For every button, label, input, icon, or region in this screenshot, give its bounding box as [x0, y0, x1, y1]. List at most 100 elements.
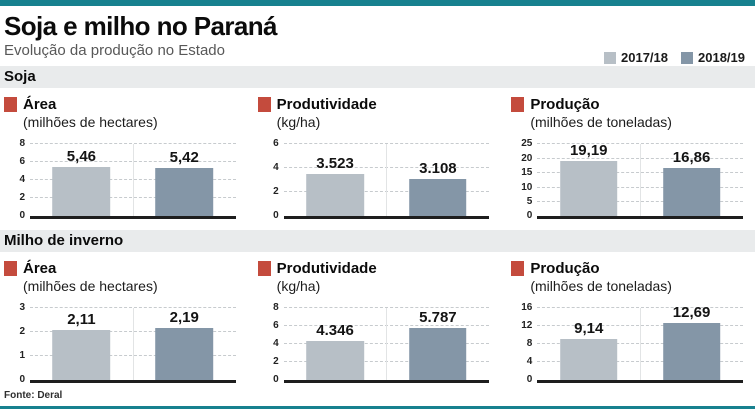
gridline: [537, 143, 743, 145]
bar-cell-2017/18: 9,14: [537, 308, 640, 381]
red-square-icon: [257, 260, 271, 276]
value-label: 2,19: [169, 308, 199, 326]
page-subtitle: Evolução da produção no Estado: [4, 42, 225, 60]
value-label: 4.346: [316, 322, 354, 340]
category-divider: [386, 144, 388, 217]
y-axis: 0 2 4 6: [258, 139, 284, 221]
bar-soja-producao-2017/18: [559, 161, 618, 217]
y-tick-label: 4: [19, 174, 25, 186]
legend-item-2017-18: 2017/18: [604, 50, 668, 65]
gridline: [30, 307, 236, 309]
plot-area: 19,19 16,86: [537, 142, 743, 220]
value-label: 3.108: [419, 160, 457, 178]
section-header-soja: Soja: [0, 66, 755, 89]
y-tick-label: 4: [273, 338, 279, 350]
bar-cell-2018/19: 12,69: [640, 305, 743, 381]
y-tick-label: 0: [19, 210, 25, 222]
bar-milho-area-2017/18: [52, 329, 111, 381]
category-divider: [640, 144, 642, 217]
value-label: 3.523: [316, 155, 354, 173]
chart-unit: (kg/ha): [276, 114, 321, 131]
bar-soja-area-2018/19: [155, 167, 214, 217]
gridline: [283, 143, 490, 145]
value-label: 16,86: [672, 148, 711, 166]
y-tick-label: 20: [521, 152, 533, 164]
chart-header: Produção: [511, 259, 743, 277]
chart-title: Área: [23, 95, 57, 113]
y-axis: 0 5 10 15 20 25: [511, 139, 537, 221]
value-label: 5.787: [419, 309, 457, 327]
bar-cell-2017/18: 4.346: [284, 308, 387, 381]
gridline: [537, 307, 743, 309]
chart-header: Produção: [511, 95, 743, 113]
chart-unit: (milhões de toneladas): [530, 114, 672, 131]
y-tick-label: 4: [526, 356, 533, 368]
chart-header: Produtividade: [257, 259, 490, 277]
bar-milho-producao-2018/19: [662, 323, 721, 381]
value-label: 5,42: [169, 148, 199, 166]
bar-cell-2017/18: 5,46: [30, 144, 133, 217]
bar-cell-2018/19: 2,19: [133, 308, 236, 381]
y-tick-label: 6: [273, 138, 279, 150]
red-square-icon: [511, 96, 525, 112]
value-label: 9,14: [574, 320, 604, 338]
y-tick-label: 4: [273, 162, 279, 174]
plot-area: 3.523 3.108: [283, 143, 490, 220]
page-title: Soja e milho no Paraná: [4, 11, 277, 41]
gridline: [283, 307, 490, 309]
plot-row: 0 1 2 3 2,11 2,19: [4, 303, 236, 385]
y-tick-label: 2: [273, 186, 279, 198]
bar-soja-producao-2018/19: [662, 167, 721, 217]
page-header: Soja e milho no Paraná Evolução da produ…: [0, 6, 755, 65]
y-tick-label: 1: [19, 350, 25, 362]
y-tick-label: 2: [19, 192, 25, 204]
y-tick-label: 5: [526, 195, 533, 207]
bar-cell-2018/19: 5,42: [133, 144, 236, 217]
category-divider: [132, 308, 134, 381]
red-square-icon: [4, 260, 17, 276]
y-tick-label: 8: [19, 138, 25, 150]
value-label: 5,46: [66, 148, 97, 166]
legend-label: 2017/18: [621, 50, 668, 65]
plot-area: 4.346 5.787: [283, 307, 490, 384]
red-square-icon: [257, 96, 271, 112]
bar-milho-produtividade-2017/18: [306, 341, 364, 381]
bar-soja-area-2017/18: [52, 167, 111, 217]
legend-label: 2018/19: [698, 50, 745, 65]
section-header-milho: Milho de inverno: [0, 230, 755, 253]
value-label: 19,19: [569, 142, 608, 160]
plot-row: 0 2 4 6 8 5,46 5,42: [4, 139, 236, 222]
bar-cell-2017/18: 19,19: [537, 142, 640, 217]
legend-swatch-2018-19: [681, 51, 693, 64]
value-label: 2,11: [67, 310, 96, 328]
legend-item-2018-19: 2018/19: [681, 50, 745, 65]
bar-cell-2017/18: 2,11: [30, 308, 133, 381]
bar-soja-produtividade-2017/18: [306, 174, 364, 217]
y-tick-label: 6: [19, 156, 25, 168]
chart-unit: (kg/ha): [276, 278, 321, 295]
y-tick-label: 2: [19, 326, 25, 338]
plot-area: 5,46 5,42: [30, 143, 236, 220]
y-tick-label: 0: [273, 374, 279, 386]
y-tick-label: 6: [273, 320, 279, 332]
chart-title: Produção: [530, 95, 600, 113]
red-square-icon: [511, 260, 525, 276]
plot-row: 0 5 10 15 20 25 19,19 16,86: [511, 139, 743, 221]
y-tick-label: 12: [521, 320, 533, 332]
bar-milho-area-2018/19: [155, 327, 214, 381]
plot-row: 0 2 4 6 3.523 3.108: [258, 139, 490, 221]
plot-row: 0 2 4 6 8 4.346 5.787: [258, 303, 490, 386]
chart-soja-producao: Produção (milhões de toneladas) 0 5 10 15 20…: [511, 88, 743, 221]
bar-cell-2018/19: 5.787: [386, 308, 489, 381]
y-tick-label: 0: [19, 374, 25, 386]
bar-cell-2018/19: 16,86: [640, 144, 743, 217]
y-axis: 0 1 2 3: [4, 303, 30, 385]
category-divider: [132, 144, 134, 217]
chart-header: Área: [4, 95, 236, 113]
bar-milho-producao-2017/18: [559, 339, 618, 381]
y-tick-label: 0: [273, 210, 279, 222]
